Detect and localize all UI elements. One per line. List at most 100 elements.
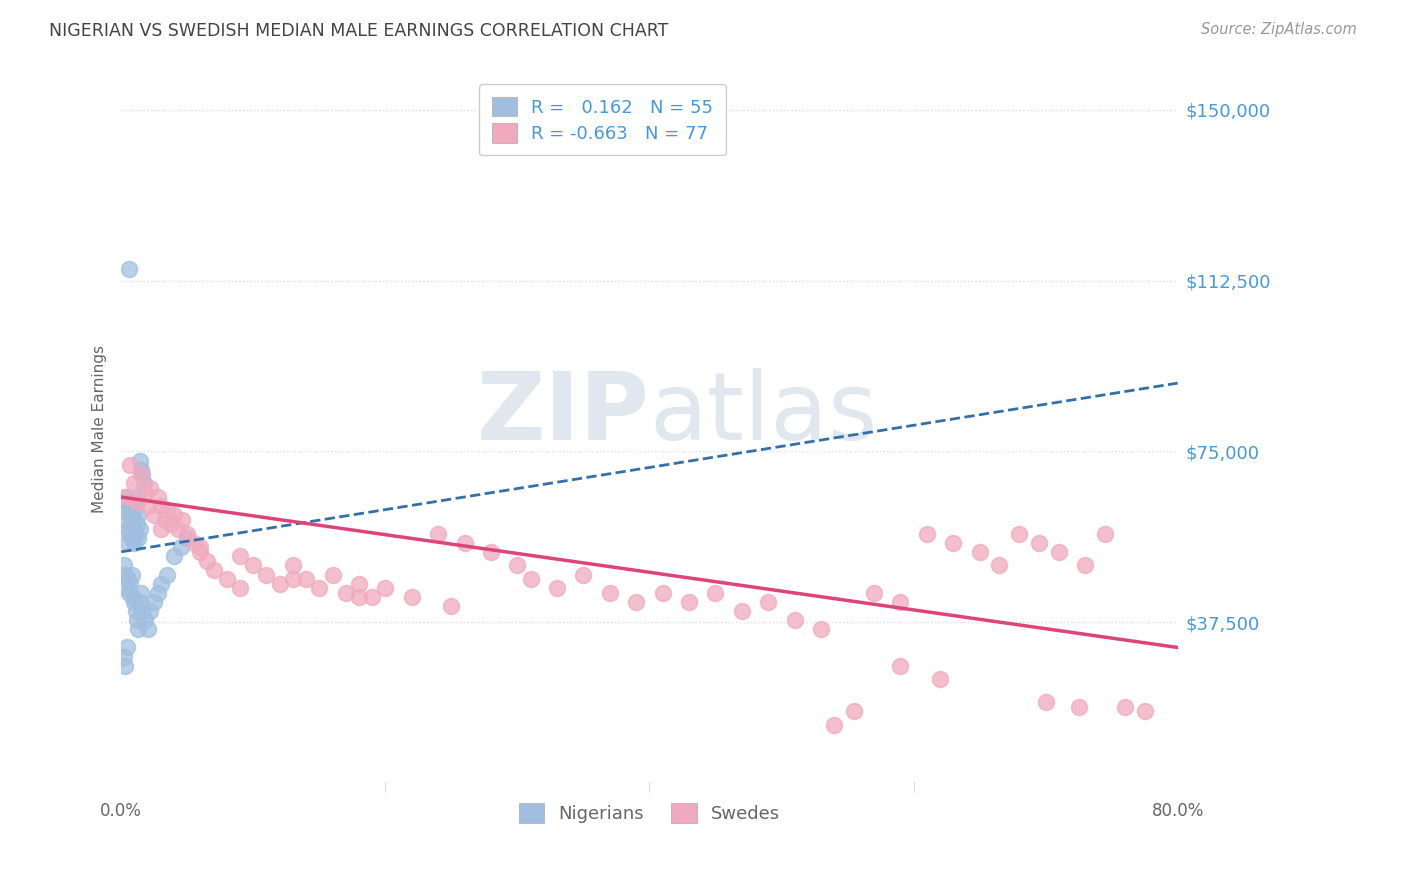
Point bbox=[149, 576, 172, 591]
Point bbox=[134, 613, 156, 627]
Point bbox=[118, 586, 141, 600]
Point bbox=[143, 595, 166, 609]
Point bbox=[506, 558, 529, 573]
Point bbox=[929, 673, 952, 687]
Point bbox=[128, 522, 150, 536]
Text: atlas: atlas bbox=[650, 368, 877, 460]
Point bbox=[148, 586, 170, 600]
Point bbox=[1114, 699, 1136, 714]
Point bbox=[125, 613, 148, 627]
Point bbox=[125, 517, 148, 532]
Y-axis label: Median Male Earnings: Median Male Earnings bbox=[93, 344, 107, 513]
Point bbox=[112, 558, 135, 573]
Point bbox=[124, 535, 146, 549]
Point bbox=[1133, 704, 1156, 718]
Point bbox=[120, 494, 142, 508]
Point bbox=[915, 526, 938, 541]
Point bbox=[823, 718, 845, 732]
Point bbox=[156, 567, 179, 582]
Point bbox=[163, 508, 186, 523]
Point bbox=[546, 581, 568, 595]
Point bbox=[129, 586, 152, 600]
Point bbox=[1008, 526, 1031, 541]
Point bbox=[114, 658, 136, 673]
Point bbox=[124, 476, 146, 491]
Point bbox=[131, 604, 153, 618]
Point bbox=[118, 499, 141, 513]
Point bbox=[115, 490, 138, 504]
Point bbox=[120, 508, 142, 523]
Point bbox=[115, 640, 138, 655]
Point bbox=[229, 581, 252, 595]
Point bbox=[127, 622, 149, 636]
Point bbox=[704, 586, 727, 600]
Point bbox=[190, 540, 212, 554]
Point bbox=[281, 572, 304, 586]
Point bbox=[122, 522, 145, 536]
Point bbox=[810, 622, 832, 636]
Point bbox=[117, 572, 139, 586]
Point bbox=[127, 531, 149, 545]
Point bbox=[1035, 695, 1057, 709]
Point bbox=[128, 453, 150, 467]
Point bbox=[453, 535, 475, 549]
Point bbox=[347, 591, 370, 605]
Point bbox=[842, 704, 865, 718]
Point bbox=[170, 513, 193, 527]
Point bbox=[129, 467, 152, 482]
Point bbox=[118, 526, 141, 541]
Point bbox=[440, 599, 463, 614]
Point bbox=[1028, 535, 1050, 549]
Point bbox=[626, 595, 648, 609]
Point bbox=[115, 581, 138, 595]
Point bbox=[167, 522, 190, 536]
Point bbox=[242, 558, 264, 573]
Point bbox=[117, 522, 139, 536]
Point bbox=[136, 622, 159, 636]
Point bbox=[361, 591, 384, 605]
Point bbox=[889, 595, 911, 609]
Point bbox=[281, 558, 304, 573]
Point bbox=[121, 517, 143, 532]
Point bbox=[169, 540, 191, 554]
Point bbox=[176, 526, 198, 541]
Point bbox=[256, 567, 278, 582]
Point bbox=[125, 499, 148, 513]
Point bbox=[215, 572, 238, 586]
Point bbox=[269, 576, 291, 591]
Point bbox=[125, 490, 148, 504]
Point bbox=[160, 517, 183, 532]
Text: NIGERIAN VS SWEDISH MEDIAN MALE EARNINGS CORRELATION CHART: NIGERIAN VS SWEDISH MEDIAN MALE EARNINGS… bbox=[49, 22, 669, 40]
Point bbox=[122, 591, 145, 605]
Point bbox=[149, 522, 172, 536]
Point bbox=[229, 549, 252, 564]
Point bbox=[308, 581, 330, 595]
Point bbox=[114, 490, 136, 504]
Point bbox=[783, 613, 806, 627]
Point bbox=[195, 554, 218, 568]
Point bbox=[112, 649, 135, 664]
Legend: Nigerians, Swedes: Nigerians, Swedes bbox=[506, 790, 793, 836]
Point bbox=[148, 490, 170, 504]
Point bbox=[163, 549, 186, 564]
Point bbox=[969, 545, 991, 559]
Point bbox=[651, 586, 673, 600]
Point bbox=[125, 526, 148, 541]
Point bbox=[321, 567, 343, 582]
Point bbox=[295, 572, 318, 586]
Point bbox=[121, 531, 143, 545]
Point bbox=[114, 567, 136, 582]
Point bbox=[124, 595, 146, 609]
Point bbox=[678, 595, 700, 609]
Point bbox=[128, 595, 150, 609]
Point bbox=[112, 504, 135, 518]
Point bbox=[335, 586, 357, 600]
Point bbox=[120, 458, 142, 472]
Point bbox=[401, 591, 423, 605]
Point bbox=[1047, 545, 1070, 559]
Point bbox=[120, 576, 142, 591]
Point bbox=[988, 558, 1011, 573]
Point bbox=[183, 535, 205, 549]
Point bbox=[124, 513, 146, 527]
Point bbox=[129, 463, 152, 477]
